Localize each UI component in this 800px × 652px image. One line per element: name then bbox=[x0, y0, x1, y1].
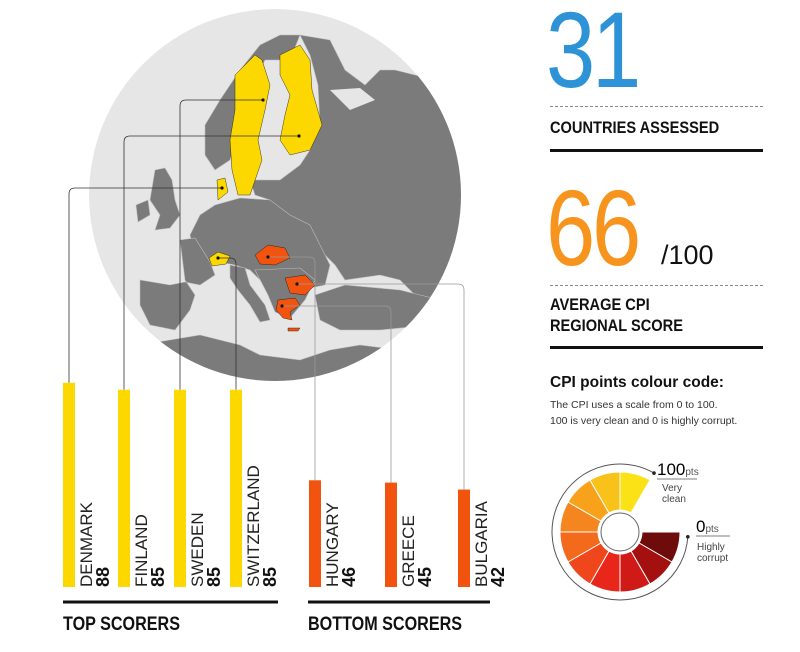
map-marker-sweden bbox=[261, 98, 265, 102]
bar-hungary bbox=[309, 480, 321, 587]
country-bulgaria bbox=[284, 274, 316, 296]
top-scorers-heading: TOP SCORERS bbox=[63, 614, 180, 635]
leader-line-finland bbox=[123, 135, 299, 390]
wheel-inner-ring bbox=[600, 512, 640, 552]
land-russia bbox=[249, 34, 461, 321]
average-score-suffix: /100 bbox=[661, 240, 714, 270]
scale-arc bbox=[551, 463, 689, 601]
bar-label-finland: FINLAND bbox=[132, 514, 151, 587]
map-marker-hungary bbox=[266, 255, 270, 259]
country-greece bbox=[275, 297, 301, 321]
low-value: 0pts bbox=[696, 517, 719, 536]
bar-label-denmark: DENMARK bbox=[77, 501, 96, 587]
high-label-line1: Very bbox=[662, 483, 682, 494]
leader-lines bbox=[68, 98, 465, 490]
colour-scale-wheel: 100pts Very clean 0pts Highly corrupt bbox=[551, 460, 730, 601]
bar-switzerland bbox=[230, 389, 242, 587]
land-italy bbox=[229, 264, 271, 323]
bar-bulgaria bbox=[458, 489, 470, 587]
high-label-line2: clean bbox=[662, 494, 686, 505]
countries-count: 31 bbox=[546, 0, 641, 110]
divider bbox=[550, 106, 763, 107]
bar-label-hungary: HUNGARY bbox=[323, 502, 342, 587]
europe-map bbox=[89, 9, 461, 381]
countries-label: COUNTRIES ASSESSED bbox=[550, 118, 720, 137]
bar-sweden bbox=[174, 389, 186, 587]
bar-label-sweden: SWEDEN bbox=[188, 512, 207, 587]
leader-line-bulgaria bbox=[297, 283, 465, 490]
bar-greece bbox=[385, 482, 397, 587]
country-switzerland bbox=[208, 251, 231, 267]
bar-value-sweden: 85 bbox=[204, 567, 224, 587]
map-marker-finland bbox=[297, 134, 301, 138]
map-marker-greece bbox=[280, 304, 284, 308]
arc-end-dot bbox=[652, 471, 656, 475]
leader-line-switzerland bbox=[218, 257, 237, 390]
map-marker-bulgaria bbox=[295, 282, 299, 286]
bar-value-finland: 85 bbox=[148, 567, 168, 587]
low-label-line2: corrupt bbox=[697, 553, 728, 564]
average-score: 66 bbox=[546, 167, 641, 288]
bar-denmark bbox=[63, 382, 75, 587]
average-label-line1: AVERAGE CPI bbox=[550, 295, 650, 314]
divider bbox=[550, 149, 763, 152]
map-marker-switzerland bbox=[216, 256, 220, 260]
scale-segment bbox=[619, 471, 651, 514]
wheel-segments bbox=[559, 471, 681, 593]
arc-end-dot bbox=[686, 534, 690, 539]
divider bbox=[550, 346, 763, 349]
bar-value-switzerland: 85 bbox=[260, 567, 280, 587]
land-uk bbox=[149, 167, 181, 231]
bar-label-switzerland: SWITZERLAND bbox=[244, 465, 263, 587]
land-ireland bbox=[135, 199, 151, 223]
bar-label-bulgaria: BULGARIA bbox=[472, 500, 491, 587]
country-hungary bbox=[254, 244, 291, 266]
leader-line-denmark bbox=[68, 187, 222, 383]
bar-finland bbox=[118, 389, 130, 587]
bar-value-denmark: 88 bbox=[93, 567, 113, 587]
bar-label-greece: GREECE bbox=[399, 515, 418, 587]
divider bbox=[550, 285, 763, 286]
high-value: 100pts bbox=[657, 460, 699, 479]
legend-desc-line1: The CPI uses a scale from 0 to 100. bbox=[550, 399, 718, 411]
bar-value-hungary: 46 bbox=[339, 567, 359, 587]
land-france-iberia bbox=[139, 237, 216, 331]
map-marker-denmark bbox=[220, 186, 224, 190]
bar-value-bulgaria: 42 bbox=[488, 567, 508, 587]
bottom-scorers-heading: BOTTOM SCORERS bbox=[308, 614, 463, 635]
legend-title: CPI points colour code: bbox=[550, 374, 724, 391]
land-kola bbox=[330, 88, 375, 110]
country-sweden bbox=[229, 54, 271, 196]
country-greece-crete bbox=[287, 327, 301, 332]
low-label-line1: Highly bbox=[697, 542, 725, 553]
leader-line-hungary bbox=[268, 256, 316, 481]
legend-desc-line2: 100 is very clean and 0 is highly corrup… bbox=[550, 415, 738, 427]
bar-value-greece: 45 bbox=[415, 567, 435, 587]
leader-line-sweden bbox=[179, 99, 263, 390]
country-finland bbox=[279, 44, 323, 156]
leader-line-greece bbox=[282, 305, 392, 483]
average-label-line2: REGIONAL SCORE bbox=[550, 316, 683, 335]
legend-description: The CPI uses a scale from 0 to 100. 100 … bbox=[550, 397, 737, 429]
